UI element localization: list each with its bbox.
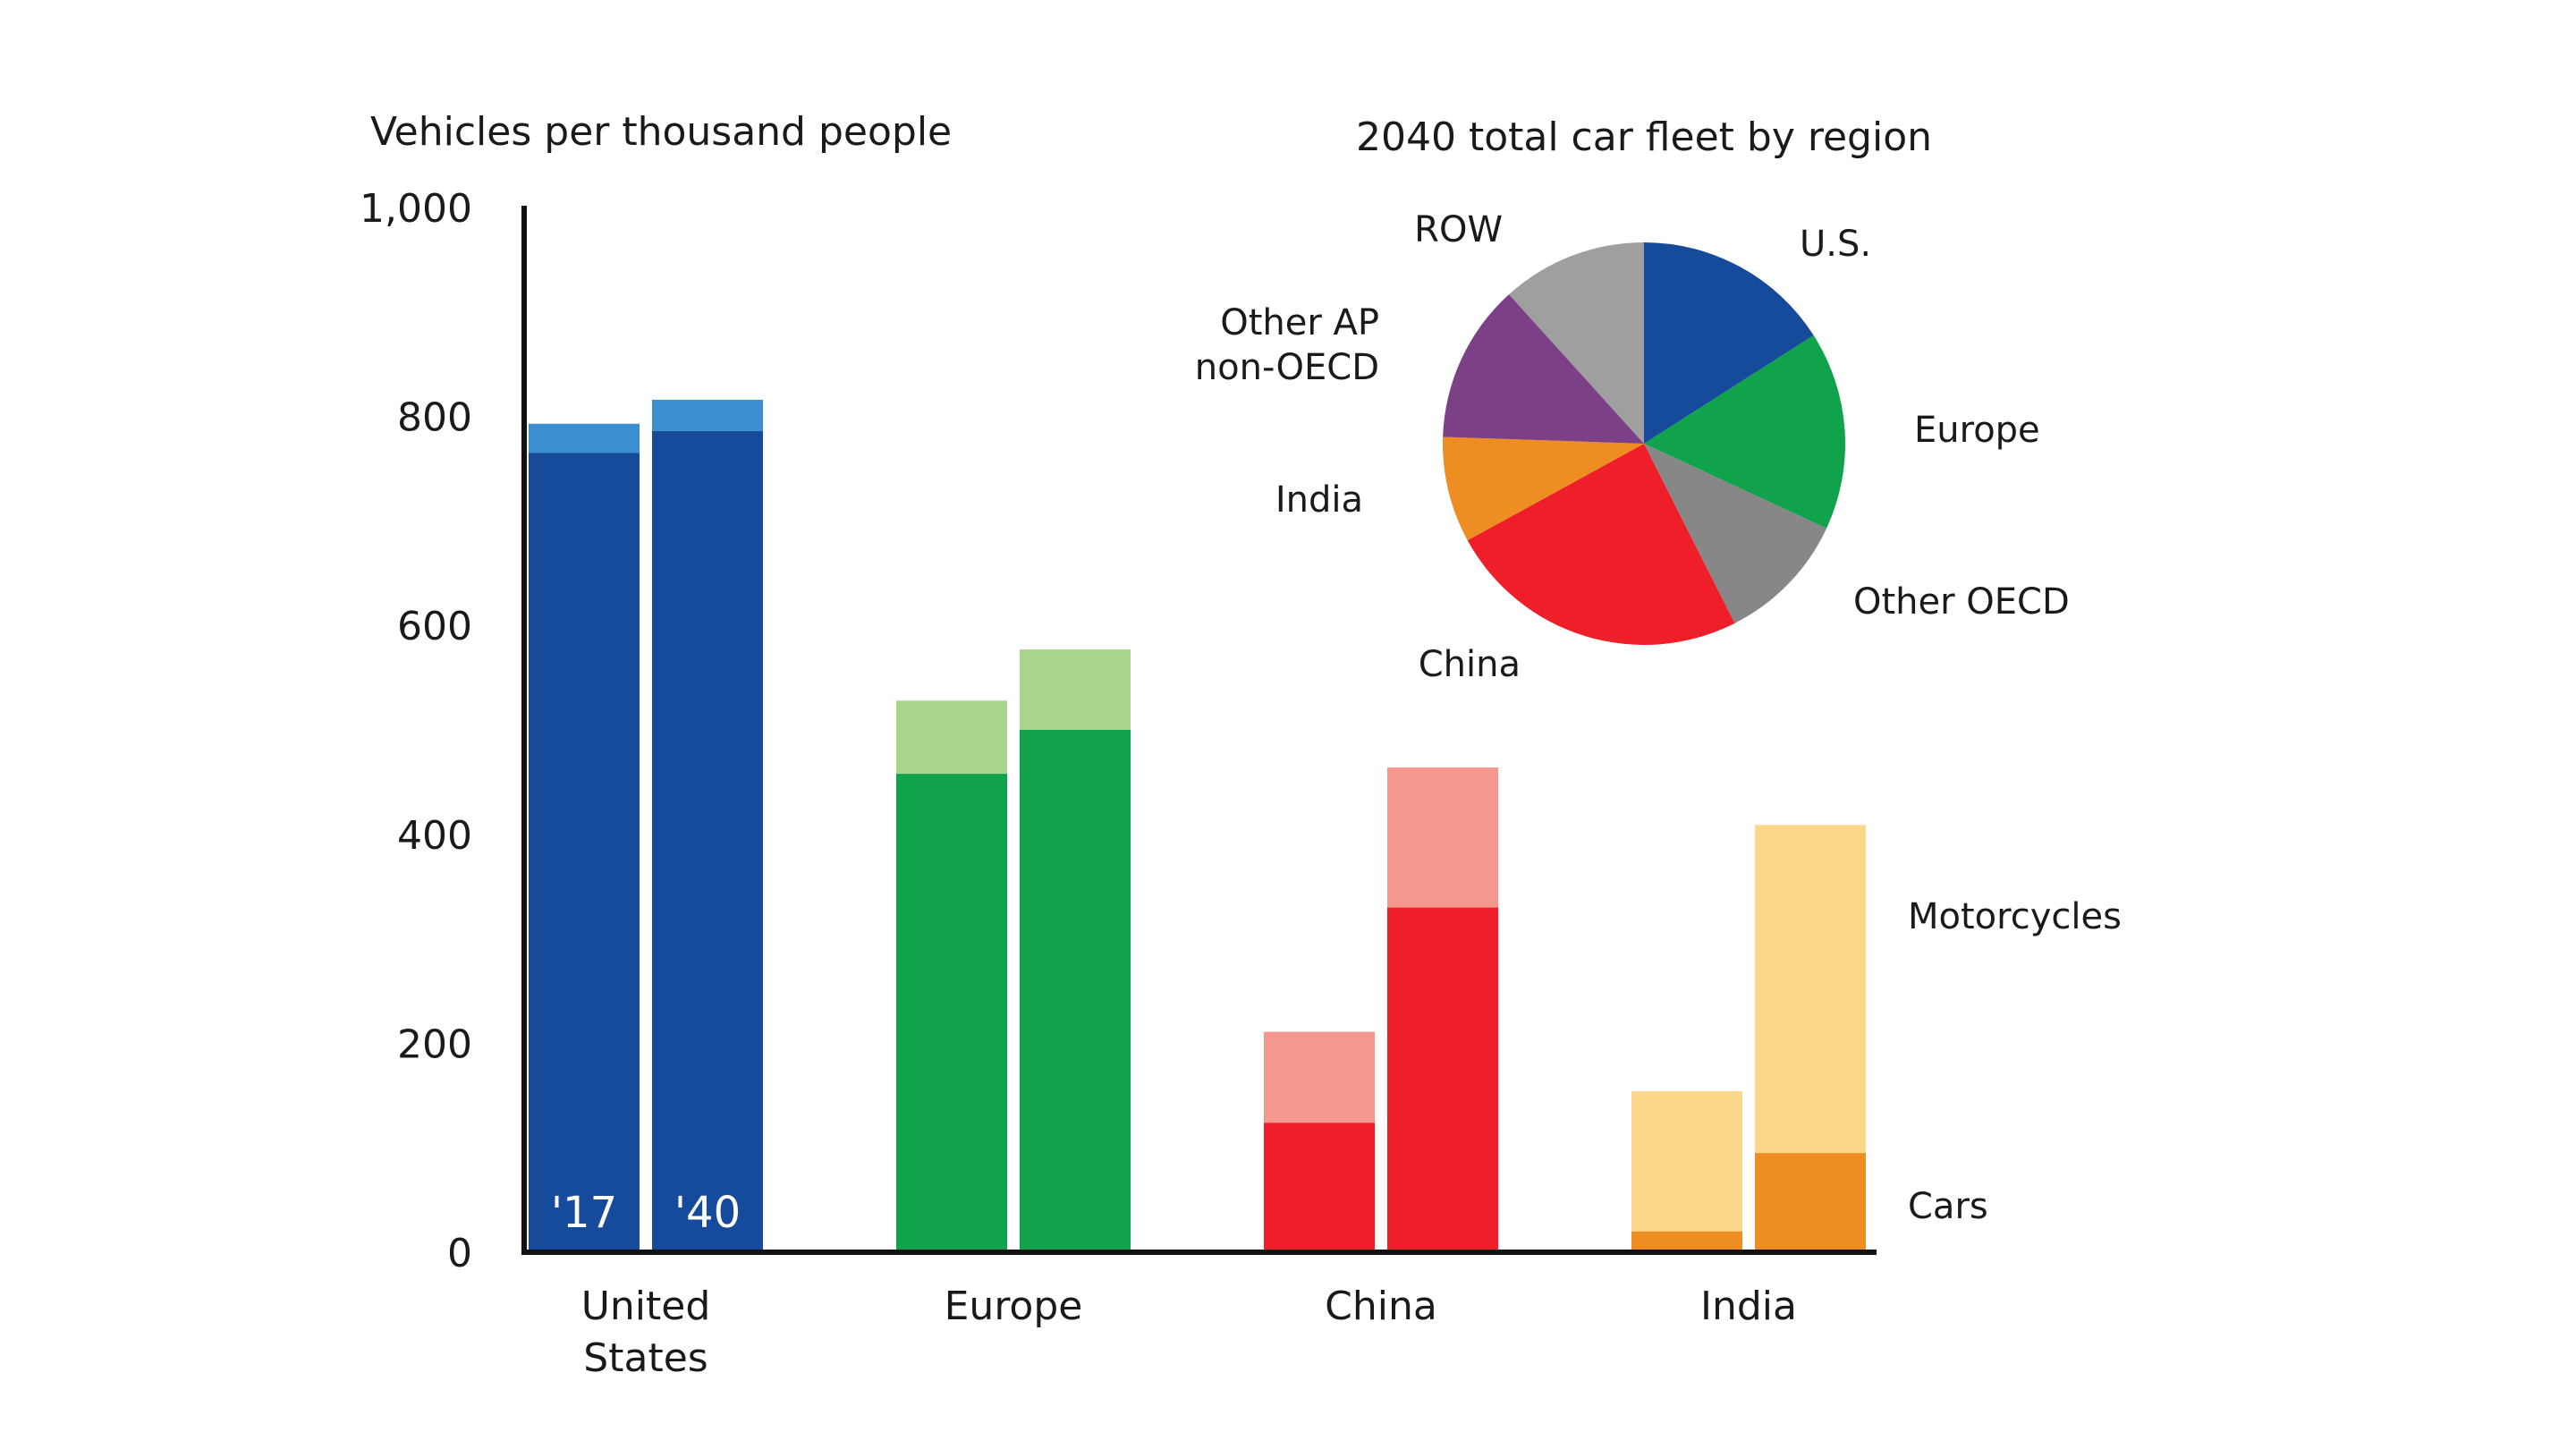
- bar-motorcycles-china-17: [1264, 1031, 1375, 1123]
- bar-motorcycles-india-40: [1755, 825, 1866, 1154]
- y-tick-label: 200: [397, 1021, 472, 1067]
- pie-slice-row: [1509, 242, 1644, 444]
- bar-cars-united-states-40: [652, 430, 763, 1252]
- bar-motorcycles-india-17: [1631, 1091, 1742, 1232]
- bar-cars-united-states-17: [529, 453, 640, 1253]
- pie-label-china: China: [1419, 644, 1521, 685]
- bar-motorcycles-china-40: [1387, 767, 1498, 908]
- bar-motorcycles-europe-40: [1020, 649, 1131, 730]
- bar-cars-china-40: [1387, 907, 1498, 1252]
- bar-motorcycles-united-states-17: [529, 423, 640, 453]
- pie-slice-europe: [1644, 335, 1846, 529]
- bar-cars-europe-40: [1020, 730, 1131, 1252]
- y-tick-label: 1,000: [360, 186, 472, 232]
- series-label-motorcycles: Motorcycles: [1908, 896, 2122, 937]
- category-label-united-states: States: [583, 1335, 708, 1381]
- pie-label-europe: Europe: [1914, 410, 2040, 451]
- pie-label-u-s: U.S.: [1800, 224, 1871, 265]
- pie-slice-u-s: [1644, 242, 1814, 444]
- y-ticks: 0 200 400 600 800 1,000: [360, 186, 472, 1276]
- pie-slice-china: [1467, 444, 1735, 646]
- y-axis-title: Vehicles per thousand people: [370, 109, 952, 155]
- category-labels: United States Europe China India: [581, 1284, 1797, 1381]
- bar-cars-india-40: [1755, 1153, 1866, 1252]
- pie-slice-other-ap-non-oecd: [1443, 294, 1644, 444]
- bar-cars-india-17: [1631, 1231, 1742, 1252]
- pie-label-other-ap-non-oecd: Other AP: [1220, 302, 1379, 343]
- pie-labels: U.S. Europe Other OECD China India Other APno…: [1195, 209, 2070, 685]
- bars: '17 '40: [529, 399, 1866, 1253]
- category-label-china: China: [1325, 1284, 1437, 1329]
- bar-cars-china-17: [1264, 1123, 1375, 1252]
- pie-label-other-ap-non-oecd: non-OECD: [1195, 347, 1379, 388]
- y-tick-label: 0: [447, 1231, 472, 1276]
- pie-slice-india: [1443, 436, 1644, 541]
- bar-motorcycles-europe-17: [896, 700, 1007, 775]
- category-label-india: India: [1700, 1284, 1797, 1329]
- pie-label-india: India: [1275, 479, 1363, 521]
- axes: [521, 206, 1877, 1255]
- series-label-cars: Cars: [1908, 1186, 1988, 1227]
- y-tick-label: 800: [397, 395, 472, 441]
- pie-chart: [1443, 242, 1846, 646]
- pie-slice-other-oecd: [1644, 444, 1827, 623]
- pie-label-row: ROW: [1414, 209, 1503, 250]
- pie-label-other-oecd: Other OECD: [1853, 581, 2070, 623]
- bar-motorcycles-united-states-40: [652, 399, 763, 431]
- y-tick-label: 400: [397, 813, 472, 859]
- pie-title: 2040 total car fleet by region: [1356, 114, 1932, 160]
- category-label-united-states: United: [581, 1284, 711, 1329]
- y-tick-label: 600: [397, 604, 472, 649]
- category-label-europe: Europe: [945, 1284, 1083, 1329]
- year-label: '40: [674, 1188, 741, 1238]
- bar-cars-europe-17: [896, 774, 1007, 1252]
- year-label: '17: [551, 1188, 617, 1238]
